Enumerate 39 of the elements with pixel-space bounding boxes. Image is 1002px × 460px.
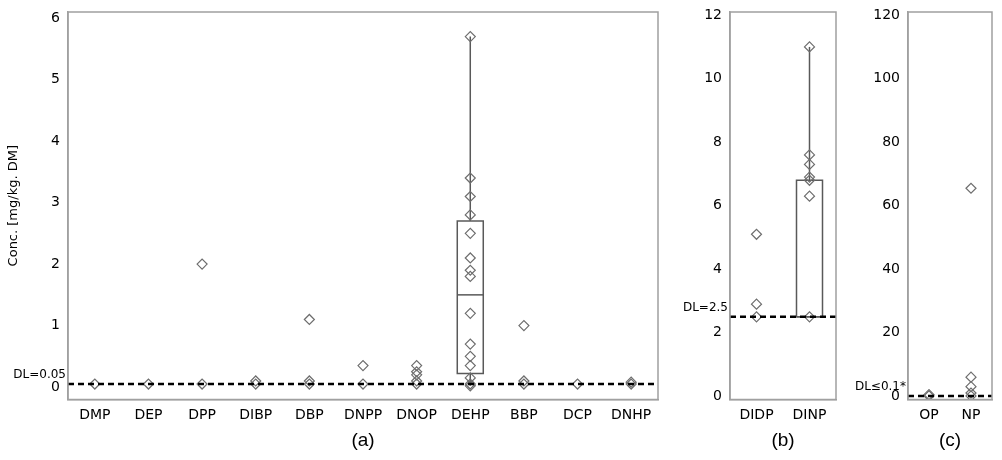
y-tick-label: 40 xyxy=(882,259,900,276)
x-axis-title: (b) xyxy=(771,428,795,450)
x-axis-title: (a) xyxy=(351,428,375,450)
x-tick-label: DEP xyxy=(134,406,163,423)
y-tick-label: 3 xyxy=(51,193,60,210)
y-tick-label: 4 xyxy=(51,131,61,148)
x-tick-label: DEHP xyxy=(450,406,490,423)
y-tick-label: 12 xyxy=(704,5,722,22)
ref-line-label: DL=2.5 xyxy=(682,299,728,314)
x-tick-label: DINP xyxy=(792,406,827,423)
y-tick-label: 5 xyxy=(51,70,60,87)
x-tick-label: DMP xyxy=(79,406,111,423)
x-tick-label: DBP xyxy=(294,406,324,423)
x-tick-label: DCP xyxy=(563,406,593,423)
y-tick-label: 8 xyxy=(713,132,722,149)
y-tick-label: 4 xyxy=(713,259,723,276)
y-tick-label: 60 xyxy=(882,196,900,213)
y-tick-label: 0 xyxy=(713,386,722,403)
x-tick-label: DPP xyxy=(188,406,216,423)
x-tick-label: OP xyxy=(919,406,939,423)
y-tick-label: 80 xyxy=(882,132,900,149)
y-tick-label: 2 xyxy=(713,323,722,340)
x-tick-label: DIDP xyxy=(739,406,774,423)
x-tick-label: NP xyxy=(961,406,981,423)
x-tick-label: DNPP xyxy=(343,406,383,423)
y-tick-label: 120 xyxy=(873,5,900,22)
y-tick-label: 1 xyxy=(51,316,60,333)
y-tick-label: 100 xyxy=(873,69,900,86)
y-axis-title: Conc. [mg/kg. DM] xyxy=(5,145,21,267)
y-tick-label: 10 xyxy=(704,69,722,86)
x-axis-title: (c) xyxy=(938,428,962,450)
x-tick-label: BBP xyxy=(510,406,538,423)
y-tick-label: 2 xyxy=(51,254,60,271)
x-tick-label: DIBP xyxy=(239,406,273,423)
y-tick-label: 6 xyxy=(713,196,723,213)
y-tick-label: 20 xyxy=(882,323,900,340)
y-tick-label: 6 xyxy=(51,8,61,25)
x-tick-label: DNOP xyxy=(396,406,437,423)
x-tick-label: DNHP xyxy=(611,406,652,423)
